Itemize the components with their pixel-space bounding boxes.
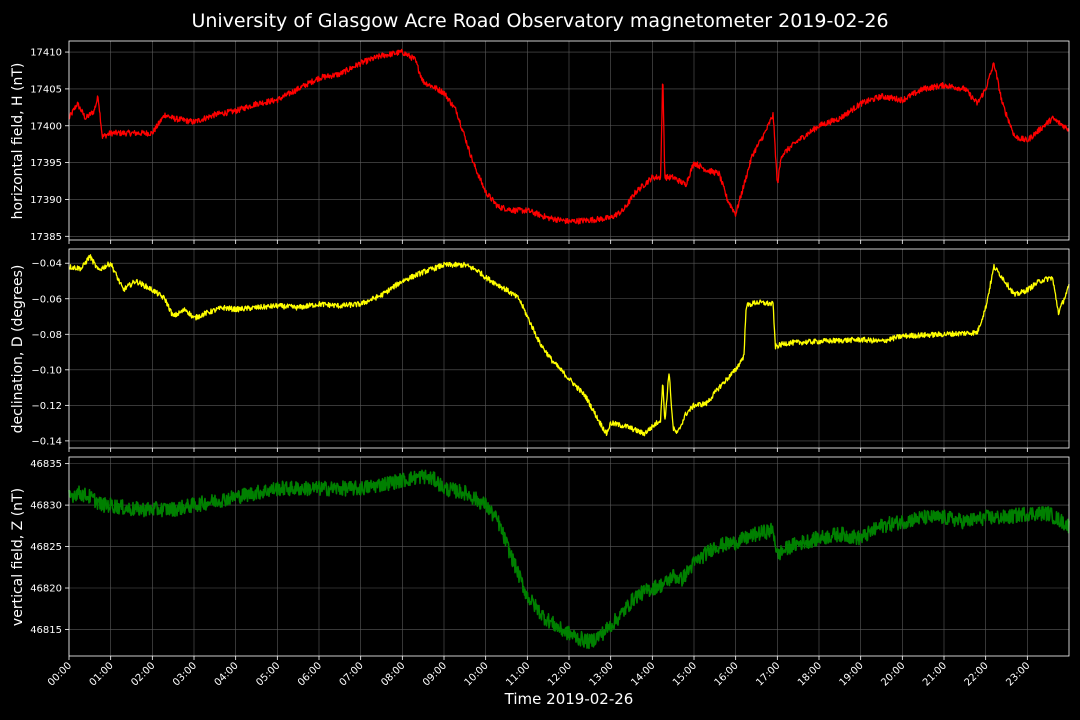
x-tick-label: 07:00	[338, 660, 366, 688]
y-tick-label: 17395	[30, 158, 62, 169]
x-tick-label: 17:00	[754, 660, 782, 688]
x-tick-label: 15:00	[671, 660, 699, 688]
x-tick-label: 11:00	[504, 660, 532, 688]
series-line-2	[68, 469, 1070, 650]
y-tick-label: 17405	[30, 84, 62, 95]
x-tick-label: 05:00	[254, 660, 282, 688]
x-tick-label: 18:00	[796, 660, 824, 688]
x-tick-label: 04:00	[213, 660, 241, 688]
y-tick-label: −0.14	[31, 436, 62, 447]
y-tick-label: −0.08	[31, 330, 62, 341]
x-tick-label: 00:00	[46, 660, 74, 688]
y-tick-label: −0.06	[31, 294, 62, 305]
x-tick-label: 03:00	[171, 660, 199, 688]
x-tick-label: 06:00	[296, 660, 324, 688]
y-tick-label: 46830	[30, 501, 62, 512]
x-tick-label: 22:00	[963, 660, 991, 688]
y-tick-label: 17385	[30, 232, 62, 243]
x-tick-label: 09:00	[421, 660, 449, 688]
y-tick-label: −0.04	[31, 259, 62, 270]
x-tick-label: 01:00	[88, 660, 116, 688]
x-tick-label: 10:00	[463, 660, 491, 688]
x-tick-label: 21:00	[921, 660, 949, 688]
chart-title: University of Glasgow Acre Road Observat…	[191, 10, 889, 32]
x-tick-label: 08:00	[379, 660, 407, 688]
x-tick-label: 20:00	[879, 660, 907, 688]
y-tick-label: 17400	[30, 121, 62, 132]
y-tick-label: 46820	[30, 584, 62, 595]
y-tick-label: −0.10	[31, 365, 62, 376]
y-tick-label: 46815	[30, 625, 62, 636]
x-tick-label: 23:00	[1004, 660, 1032, 688]
x-tick-label: 14:00	[629, 660, 657, 688]
x-tick-label: 12:00	[546, 660, 574, 688]
series-line-0	[68, 48, 1070, 225]
y-tick-label: 46835	[30, 459, 62, 470]
x-tick-label: 02:00	[129, 660, 157, 688]
y-tick-label: −0.12	[31, 401, 62, 412]
x-tick-label: 16:00	[713, 660, 741, 688]
y-tick-label: 17410	[30, 48, 62, 59]
x-tick-label: 19:00	[838, 660, 866, 688]
series-line-1	[68, 254, 1070, 437]
x-axis-label: Time 2019-02-26	[504, 690, 634, 708]
y-tick-label: 46825	[30, 542, 62, 553]
x-tick-label: 13:00	[588, 660, 616, 688]
y-tick-label: 17390	[30, 195, 62, 206]
